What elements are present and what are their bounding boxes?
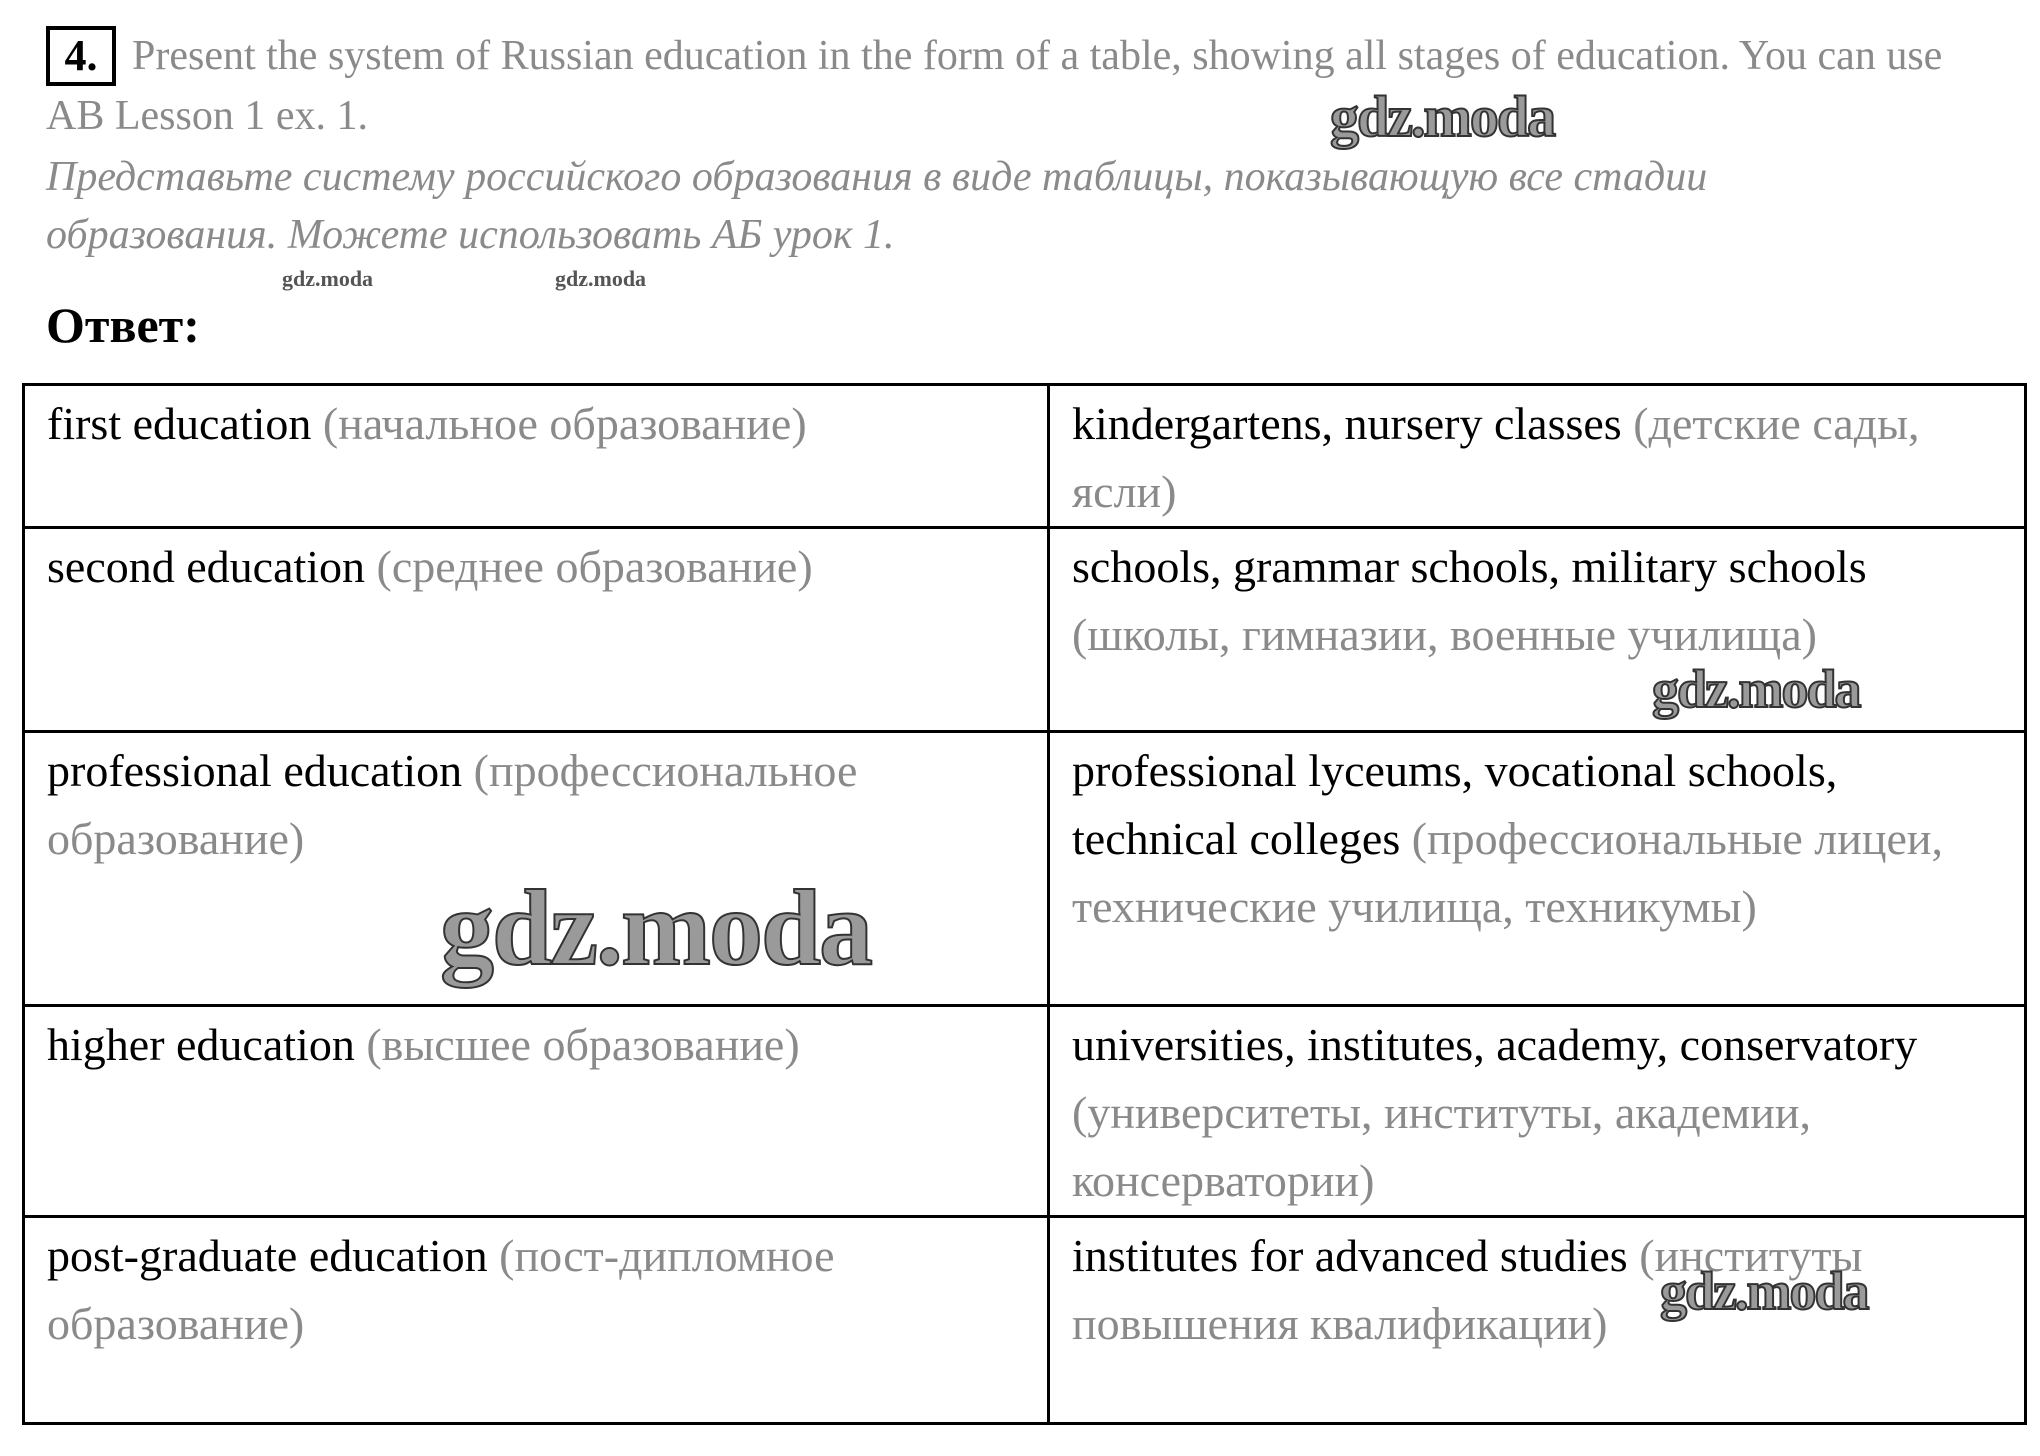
- institutions-en: institutes for advanced studies: [1072, 1230, 1628, 1281]
- institutions-en: professional lyceums, vocational schools…: [1072, 745, 1838, 864]
- stage-ru: (начальное образование): [322, 398, 807, 449]
- institutions-ru: (профессиональные лицеи, технические учи…: [1072, 813, 1944, 932]
- stage-ru: (пост-дипломное образование): [47, 1230, 835, 1349]
- table-row: second education (среднее образование) s…: [22, 526, 2027, 733]
- institutions-ru: (детские сады, ясли): [1072, 398, 1920, 517]
- institutions-ru: (университеты, институты, академии, конс…: [1072, 1087, 1812, 1206]
- table-row: first education (начальное образование) …: [22, 383, 2027, 529]
- stage-ru: (профессиональное образование): [47, 745, 858, 864]
- watermark: gdz.moda: [282, 266, 374, 291]
- institutions-cell: institutes for advanced studies (институ…: [1047, 1215, 2027, 1425]
- table-row: professional education (профессиональное…: [22, 730, 2027, 1007]
- institutions-en: universities, institutes, academy, conse…: [1072, 1019, 1918, 1070]
- institutions-ru: (институты повышения квалификации): [1072, 1230, 1863, 1349]
- stage-cell: post-graduate education (пост-дипломное …: [22, 1215, 1050, 1425]
- stage-cell: higher education (высшее образование): [22, 1004, 1050, 1218]
- stage-en: first education: [47, 398, 312, 449]
- institutions-cell: professional lyceums, vocational schools…: [1047, 730, 2027, 1007]
- stage-cell: first education (начальное образование): [22, 383, 1050, 529]
- watermark: gdz.moda: [555, 266, 647, 291]
- stage-en: higher education: [47, 1019, 355, 1070]
- stage-ru: (среднее образование): [376, 541, 813, 592]
- stage-en: post-graduate education: [47, 1230, 488, 1281]
- institutions-cell: kindergartens, nursery classes (детские …: [1047, 383, 2027, 529]
- stage-en: second education: [47, 541, 366, 592]
- institutions-cell: schools, grammar schools, military schoo…: [1047, 526, 2027, 733]
- education-table: first education (начальное образование) …: [22, 383, 2027, 1425]
- institutions-en: schools, grammar schools, military schoo…: [1072, 541, 1867, 592]
- task-text-en: Present the system of Russian education …: [46, 33, 1943, 139]
- institutions-ru: (школы, гимназии, военные училища): [1072, 609, 1817, 660]
- stage-en: professional education: [47, 745, 463, 796]
- task-text-ru: Представьте систему российского образова…: [46, 154, 1708, 258]
- stage-cell: second education (среднее образование): [22, 526, 1050, 733]
- institutions-cell: universities, institutes, academy, conse…: [1047, 1004, 2027, 1218]
- stage-cell: professional education (профессиональное…: [22, 730, 1050, 1007]
- watermark: gdz.moda: [1659, 1261, 1871, 1321]
- answer-label: Ответ:: [46, 297, 200, 353]
- task-statement: 4. Present the system of Russian educatio…: [46, 26, 1946, 146]
- watermark: gdz.moda: [439, 869, 874, 988]
- watermark: gdz.moda: [1329, 84, 1557, 149]
- stage-ru: (высшее образование): [366, 1019, 800, 1070]
- institutions-en: kindergartens, nursery classes: [1072, 398, 1622, 449]
- task-number: 4.: [46, 26, 116, 86]
- table-row: post-graduate education (пост-дипломное …: [22, 1215, 2027, 1425]
- table-row: higher education (высшее образование) un…: [22, 1004, 2027, 1218]
- watermark: gdz.moda: [1651, 659, 1863, 719]
